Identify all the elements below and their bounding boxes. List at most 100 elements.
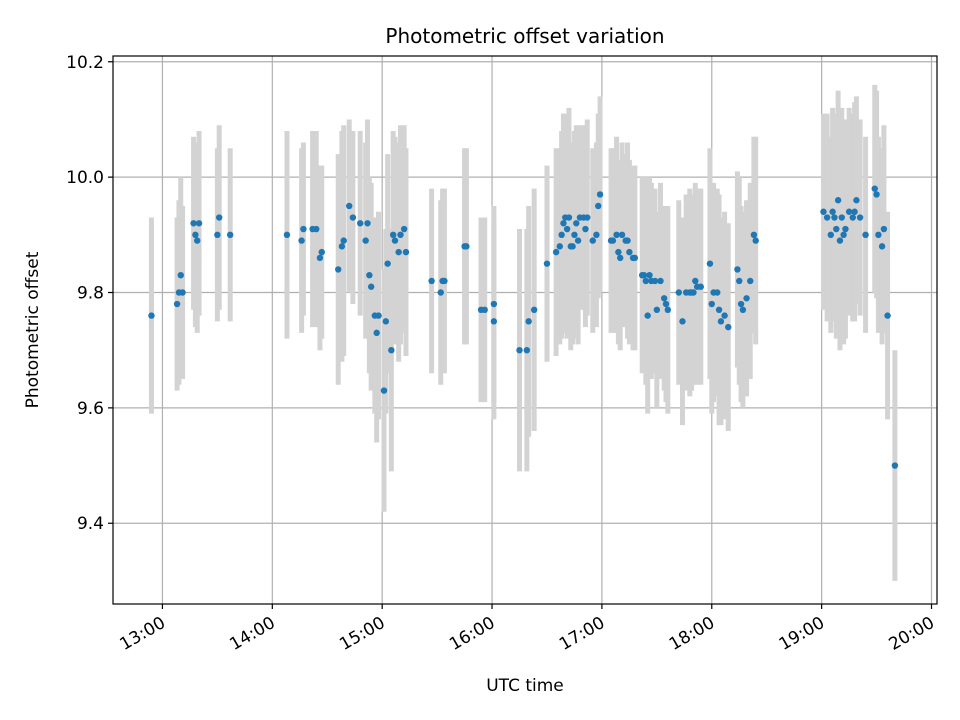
data-point [840, 231, 847, 239]
data-point [397, 231, 404, 239]
data-point [400, 225, 408, 233]
data-point [631, 254, 639, 262]
data-point [609, 237, 617, 244]
data-point [173, 300, 181, 308]
data-point [833, 225, 840, 233]
data-point [747, 277, 754, 285]
data-point [820, 208, 827, 215]
data-point [525, 318, 532, 325]
data-point [192, 231, 199, 239]
data-point [618, 231, 626, 239]
data-point [195, 220, 203, 227]
plot-frame [112, 55, 938, 605]
data-point [823, 214, 831, 221]
data-point [596, 191, 604, 198]
data-point [737, 300, 745, 308]
y-tick-label: 9.4 [77, 514, 104, 534]
data-point [842, 225, 849, 233]
data-point [653, 306, 661, 314]
data-point [836, 237, 844, 244]
data-point [226, 231, 234, 239]
data-point [389, 231, 397, 239]
data-point [595, 202, 602, 210]
data-point [675, 289, 683, 296]
y-tick-label: 9.6 [77, 399, 104, 419]
y-tick-label: 9.8 [77, 284, 104, 304]
data-point [644, 312, 651, 319]
data-point [851, 208, 858, 215]
data-point [563, 225, 571, 233]
data-point [615, 248, 622, 256]
data-point [642, 277, 650, 285]
data-point [349, 214, 357, 221]
data-point [657, 277, 664, 285]
data-point [725, 323, 732, 331]
data-point [640, 272, 648, 279]
data-point [216, 214, 223, 221]
data-point [690, 289, 697, 296]
data-point [375, 312, 382, 319]
data-point [743, 295, 750, 302]
data-point [391, 237, 399, 244]
data-point [827, 231, 834, 239]
data-point [346, 202, 353, 210]
data-point [721, 312, 728, 319]
data-point [214, 231, 221, 239]
data-point [177, 272, 184, 279]
y-tick-label: 10.2 [66, 53, 104, 73]
data-point [558, 231, 565, 239]
x-axis-label: UTC time [486, 676, 564, 696]
data-point [373, 329, 380, 337]
data-point [516, 346, 523, 354]
data-point [750, 231, 758, 239]
data-point [441, 277, 448, 285]
data-point [552, 248, 560, 256]
data-point [313, 225, 320, 233]
data-point [660, 295, 668, 302]
data-point [715, 306, 723, 314]
data-point [382, 318, 390, 325]
data-point [834, 197, 842, 204]
data-point [692, 277, 699, 285]
data-point [194, 237, 201, 244]
data-point [706, 260, 714, 267]
data-point [366, 272, 373, 279]
data-point [584, 214, 591, 221]
data-point [437, 289, 444, 296]
data-points [148, 185, 899, 469]
data-point [862, 231, 869, 239]
data-point [856, 214, 864, 221]
data-point [617, 254, 624, 262]
data-point [651, 277, 659, 285]
data-point [878, 243, 886, 250]
data-point [875, 231, 882, 239]
data-point [646, 272, 653, 279]
data-point [463, 243, 470, 250]
data-point [300, 225, 307, 233]
data-point [148, 312, 155, 319]
data-point [179, 289, 186, 296]
data-point [884, 312, 891, 319]
data-point [734, 266, 741, 273]
data-point [338, 243, 346, 250]
data-point [714, 289, 721, 296]
data-point [402, 248, 410, 256]
data-point [357, 220, 364, 227]
data-point [574, 237, 582, 244]
data-point [849, 214, 856, 221]
data-point [624, 237, 631, 244]
data-point [490, 300, 498, 308]
data-point [831, 214, 838, 221]
data-point [697, 283, 704, 290]
data-point [556, 243, 563, 250]
y-axis-label: Photometric offset [23, 251, 43, 408]
data-point [395, 248, 402, 256]
data-point [573, 220, 580, 227]
data-point [428, 277, 435, 285]
data-point [316, 254, 324, 262]
data-point [613, 231, 620, 239]
data-point [736, 277, 743, 285]
data-point [626, 248, 633, 256]
data-point [298, 237, 305, 244]
